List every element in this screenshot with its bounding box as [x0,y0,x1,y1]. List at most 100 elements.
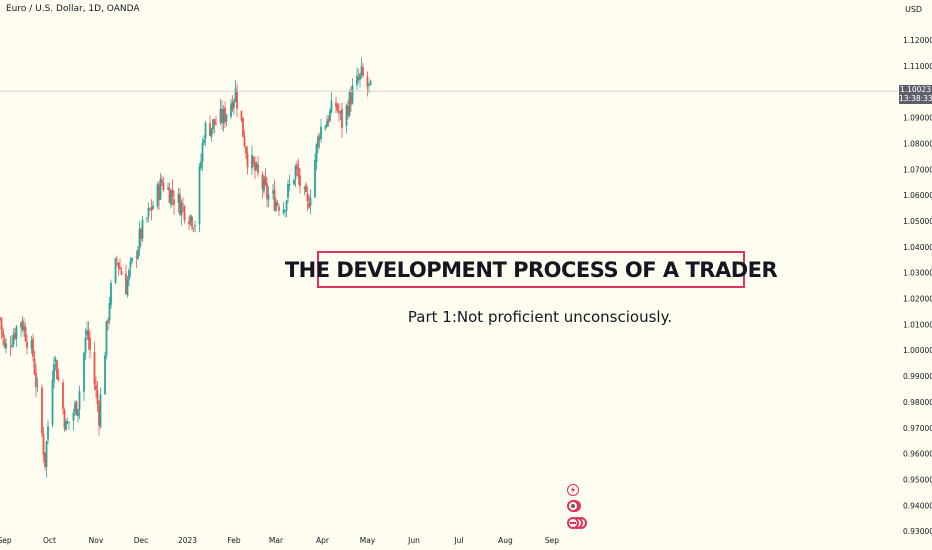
candle [147,202,150,222]
time-tick-label: Sep [545,536,559,545]
price-tick-label: 1.07000 [903,165,932,174]
candle [222,105,225,132]
candle [314,153,316,199]
candle [114,257,117,285]
candle [189,214,192,226]
candle [219,99,222,125]
candle [5,337,7,354]
candle [296,160,298,176]
price-tick-label: 1.06000 [903,191,932,200]
candle [327,115,330,127]
candle [212,118,214,134]
economic-event-icon[interactable] [567,517,579,529]
candle [120,266,123,276]
price-tick-label: 0.94000 [903,501,932,510]
candle [138,221,141,257]
candle [240,110,243,123]
candle [95,377,97,399]
price-tick-label: 1.04000 [903,243,932,252]
dividend-flash-icon[interactable] [567,484,579,496]
candle [78,385,81,420]
time-tick-label: May [360,536,376,545]
candle [35,363,37,398]
candle [257,156,259,177]
candle [282,202,285,215]
candle [329,108,331,123]
candle [66,417,69,425]
candle [32,333,34,362]
candle [3,334,6,349]
candle [288,174,291,192]
candle [317,134,319,154]
candle [305,181,307,193]
candle [285,199,288,218]
candle [24,322,27,343]
candle [299,167,301,194]
candle [261,171,264,199]
time-tick-label: Jul [453,536,463,545]
symbol-title[interactable]: Euro / U.S. Dollar, 1D, OANDA [6,4,140,14]
candle [221,99,223,131]
time-tick-label: Jun [407,536,420,545]
candle [357,68,360,83]
candle [65,419,67,431]
candle [87,321,90,350]
candle [245,145,247,160]
candle [63,407,66,432]
candle [287,179,289,204]
candle [198,162,201,233]
price-tick-label: 1.08000 [903,139,932,148]
candle [336,102,339,113]
candle [243,130,246,148]
candle [21,315,24,333]
candle [9,335,12,357]
candle [194,220,196,232]
candle [0,317,3,340]
candle [75,400,78,416]
headline-textbox[interactable]: THE DEVELOPMENT PROCESS OF A TRADER [285,251,778,288]
candle [129,257,132,278]
price-tick-label: 1.05000 [903,217,932,226]
price-tick-label: 0.98000 [903,398,932,407]
candle [360,57,363,79]
candle [297,158,300,185]
headline-text: THE DEVELOPMENT PROCESS OF A TRADER [284,257,778,282]
subtitle-text[interactable]: Part 1:Not proficient unconsciously. [407,308,673,326]
candle [84,328,87,361]
candle [83,351,85,401]
candle [210,127,213,142]
candle [158,181,160,211]
candle [213,118,216,133]
candle [284,209,286,218]
candle [53,356,55,389]
time-tick-label: Dec [134,536,149,545]
candle [167,182,169,191]
candle [54,356,57,371]
candle [225,113,228,126]
candle [242,117,244,138]
last-price-value: 1.10023 [899,85,931,94]
price-tick-label: 1.03000 [903,269,932,278]
time-tick-label: Aug [498,536,513,545]
candle [2,327,4,346]
price-tick-label: 1.12000 [903,36,932,45]
candle [236,83,238,118]
candle [104,352,106,395]
economic-event-icon[interactable] [567,500,579,512]
candle [273,179,276,212]
candle [209,115,211,137]
candle [293,178,295,186]
candle [246,146,249,175]
candle [156,181,159,209]
candle [294,164,297,187]
candle [41,384,43,438]
candle [266,177,268,208]
candle [278,203,280,216]
candle [152,200,154,210]
time-tick-label: Sep [0,536,12,545]
candle [131,256,133,264]
event-icons[interactable] [566,484,588,532]
candle [179,188,181,216]
candle [146,216,148,224]
